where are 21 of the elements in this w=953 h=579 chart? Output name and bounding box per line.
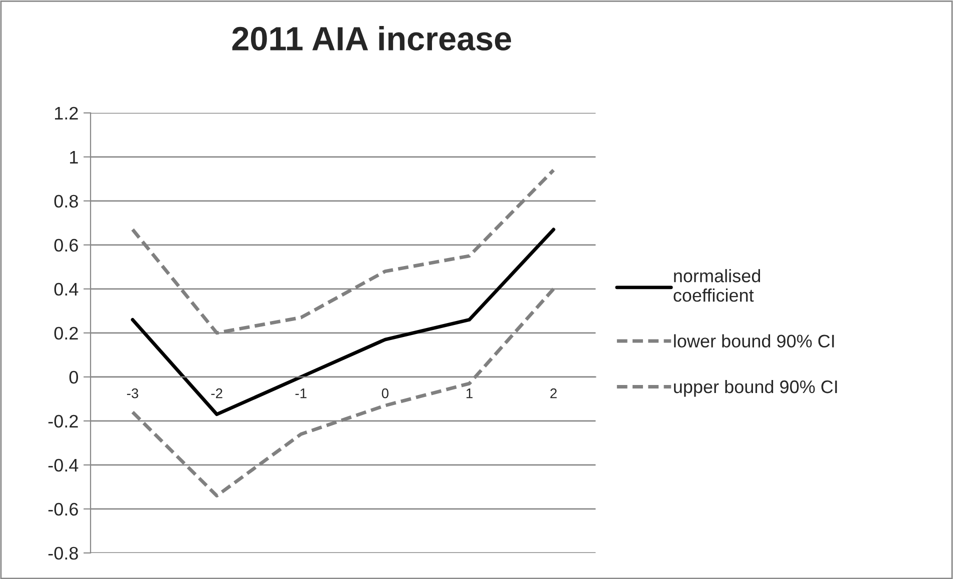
y-tick-label: 0.8 bbox=[54, 194, 78, 208]
x-tick-label: 0 bbox=[382, 388, 388, 398]
y-tick-label: -0.8 bbox=[48, 546, 78, 560]
y-tick-label: 0.4 bbox=[54, 282, 78, 296]
y-tick-label: -0.6 bbox=[48, 502, 78, 516]
y-tick-label: 1.2 bbox=[55, 106, 78, 120]
y-tick-label: 1 bbox=[70, 151, 78, 164]
chart-title: 2011 AIA increase bbox=[232, 26, 512, 51]
legend-label: upper bound 90% CI bbox=[674, 380, 837, 397]
legend-label: lower bound 90% CI bbox=[674, 334, 834, 348]
x-tick-label: 2 bbox=[550, 388, 557, 398]
legend-label: normalised coefficient bbox=[674, 269, 760, 302]
y-tick-label: 0.6 bbox=[54, 238, 78, 252]
y-tick-label: -0.4 bbox=[48, 458, 78, 472]
x-tick-label: 1 bbox=[466, 388, 473, 398]
x-tick-label: -2 bbox=[211, 388, 222, 398]
x-tick-label: -3 bbox=[127, 388, 138, 398]
y-tick-label: -0.2 bbox=[48, 414, 78, 428]
y-tick-label: 0.2 bbox=[54, 326, 78, 340]
x-tick-label: -1 bbox=[295, 388, 306, 398]
y-tick-label: 0 bbox=[69, 370, 78, 384]
